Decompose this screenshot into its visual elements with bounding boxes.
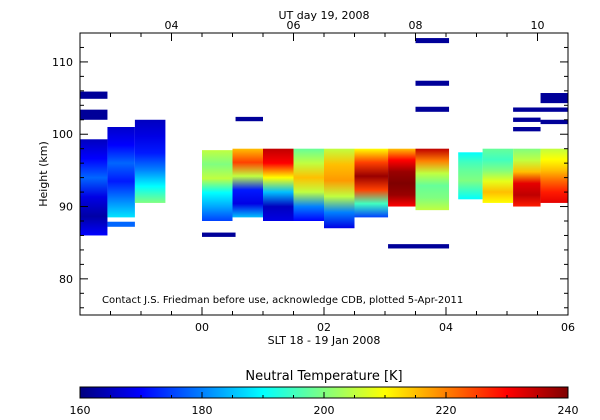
temperature-column: [107, 127, 135, 218]
temperature-segment: [388, 244, 450, 249]
temperature-column: [482, 148, 514, 203]
plot-annotation: Contact J.S. Friedman before use, acknow…: [102, 295, 463, 306]
x-axis-title: SLT 18 - 19 Jan 2008: [268, 334, 381, 347]
temperature-segment: [513, 107, 568, 112]
temperature-segment: [415, 38, 450, 44]
y-axis-title: Height (km): [37, 141, 50, 207]
data-layer: [80, 38, 568, 249]
temperature-segment: [540, 93, 568, 104]
y-tick-label: 110: [52, 56, 73, 69]
temperature-segment: [80, 91, 108, 99]
temperature-column: [354, 148, 389, 218]
temperature-segment: [513, 117, 541, 122]
x-tick-label: 02: [317, 321, 331, 334]
colorbar-axis: 160 180 200 220 240: [70, 392, 579, 417]
x-top-tick-label: 08: [409, 19, 423, 32]
temperature-column: [415, 148, 450, 211]
axes-layer: 00 02 04 06 04 06 08 10 80 90 100 110: [52, 19, 575, 334]
x-top-tick-label: 10: [531, 19, 545, 32]
temperature-segment: [80, 109, 108, 120]
y-tick-label: 80: [59, 273, 73, 286]
temperature-column: [458, 152, 483, 200]
temperature-column: [388, 148, 416, 207]
colorbar-tick-label: 240: [558, 404, 579, 417]
temperature-column: [293, 148, 324, 221]
temperature-segment: [107, 221, 135, 227]
temperature-segment: [415, 80, 450, 86]
temperature-segment: [202, 232, 236, 237]
y-tick-label: 90: [59, 201, 73, 214]
temperature-column: [134, 119, 166, 203]
y-tick-label: 100: [52, 128, 73, 141]
colorbar-tick-label: 220: [436, 404, 457, 417]
temperature-column: [513, 148, 541, 207]
x-top-tick-label: 06: [287, 19, 301, 32]
temperature-column: [202, 150, 233, 221]
temperature-column: [263, 148, 294, 221]
temperature-segment: [513, 127, 541, 132]
colorbar-tick-label: 180: [192, 404, 213, 417]
colorbar-tick-label: 200: [314, 404, 335, 417]
temperature-column: [232, 148, 263, 218]
colorbar-tick-label: 160: [70, 404, 91, 417]
x-tick-label: 04: [439, 321, 453, 334]
x-tick-label: 06: [561, 321, 575, 334]
temperature-column: [324, 148, 355, 229]
temperature-segment: [540, 119, 568, 125]
x-top-tick-label: 04: [165, 19, 179, 32]
colorbar-title: Neutral Temperature [K]: [245, 369, 402, 384]
temperature-segment: [415, 106, 450, 112]
chart-top-title: UT day 19, 2008: [279, 9, 370, 22]
temperature-column: [80, 139, 108, 236]
temperature-segment: [235, 116, 263, 122]
temperature-column: [540, 148, 568, 203]
x-tick-label: 00: [195, 321, 209, 334]
